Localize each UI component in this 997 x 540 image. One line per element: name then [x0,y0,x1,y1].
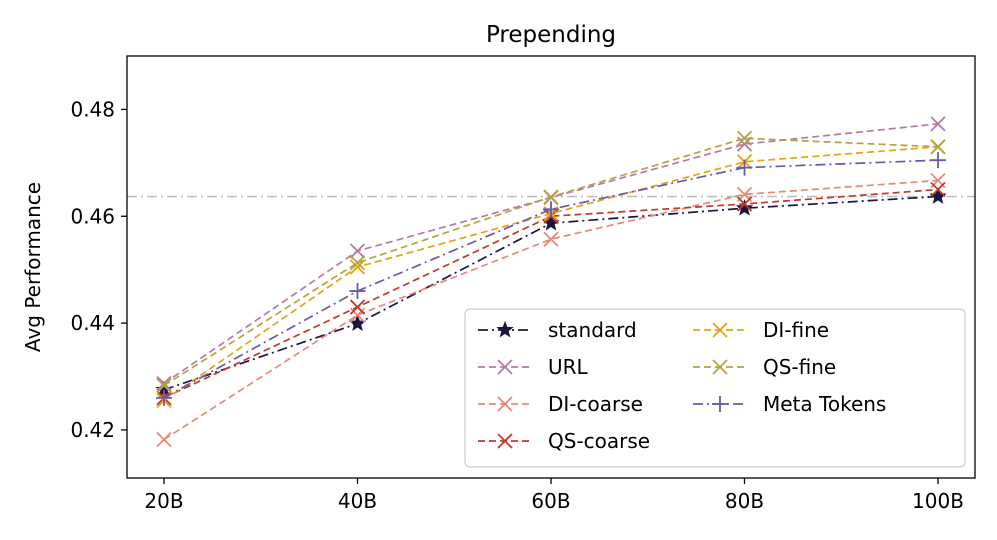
data-point [930,139,946,155]
legend-label: DI-coarse [548,392,643,416]
legend-label: URL [548,355,589,379]
series-meta-tokens [156,152,946,406]
y-tick-label: 0.44 [70,311,115,335]
plot-frame [126,55,976,479]
legend-label: standard [548,318,637,342]
legend-label: DI-fine [763,318,829,342]
series-qs-fine [156,130,946,394]
y-axis-label: Avg Performance [21,182,45,352]
x-axis-ticks: 20B 40B 60B 80B 100B [144,478,964,513]
y-tick-label: 0.48 [70,97,115,121]
legend-item-meta-tokens: Meta Tokens [693,392,886,416]
data-point [736,130,753,146]
legend-marker [496,320,514,338]
data-point [735,199,754,216]
legend-item-standard: standard [478,318,637,342]
series-line [163,188,939,399]
data-point [349,243,366,259]
data-point [349,299,366,315]
x-tick-label: 100B [912,489,964,513]
legend-marker [497,359,513,375]
legend-item-di-coarse: DI-coarse [478,392,643,416]
data-point [156,431,172,448]
y-axis-ticks: 0.42 0.44 0.46 0.48 [70,97,127,442]
x-tick-label: 60B [531,489,570,513]
data-point [349,259,366,275]
data-point [349,255,366,271]
legend-box [464,308,966,468]
x-tick-label: 20B [144,489,183,513]
legend-item-url: URL [478,355,589,379]
legend-label: QS-fine [763,355,836,379]
y-tick-label: 0.42 [70,418,115,442]
x-tick-label: 80B [725,489,764,513]
data-point [543,201,559,218]
data-point [542,214,560,231]
data-point [929,187,947,204]
legend-label: QS-coarse [548,429,650,453]
data-point [156,377,172,394]
legend-marker [712,396,728,412]
legend-marker [712,359,728,375]
data-point [736,196,753,212]
data-point [736,159,753,176]
legend-marker [712,322,728,338]
legend-marker [497,396,513,412]
series-line [163,159,939,399]
legend-item-qs-coarse: QS-coarse [478,429,650,453]
data-point [349,283,366,300]
data-point [930,116,946,132]
x-tick-label: 40B [338,489,377,513]
data-point [156,389,172,406]
data-point [930,181,946,198]
series-di-coarse [156,172,946,448]
legend-marker [497,433,513,449]
data-point [543,231,559,247]
series-layer [155,116,947,448]
data-point [930,152,946,169]
legend: standard URL DI-coarse QS-coarse DI-fine QS-f… [464,308,966,468]
legend-item-di-fine: DI-fine [693,318,829,342]
data-point [156,375,172,392]
y-tick-label: 0.46 [70,204,115,228]
data-point [349,307,366,323]
legend-item-qs-fine: QS-fine [693,355,836,379]
chart-title: Prepending [486,22,616,48]
legend-label: Meta Tokens [763,392,886,416]
data-point [543,189,559,205]
